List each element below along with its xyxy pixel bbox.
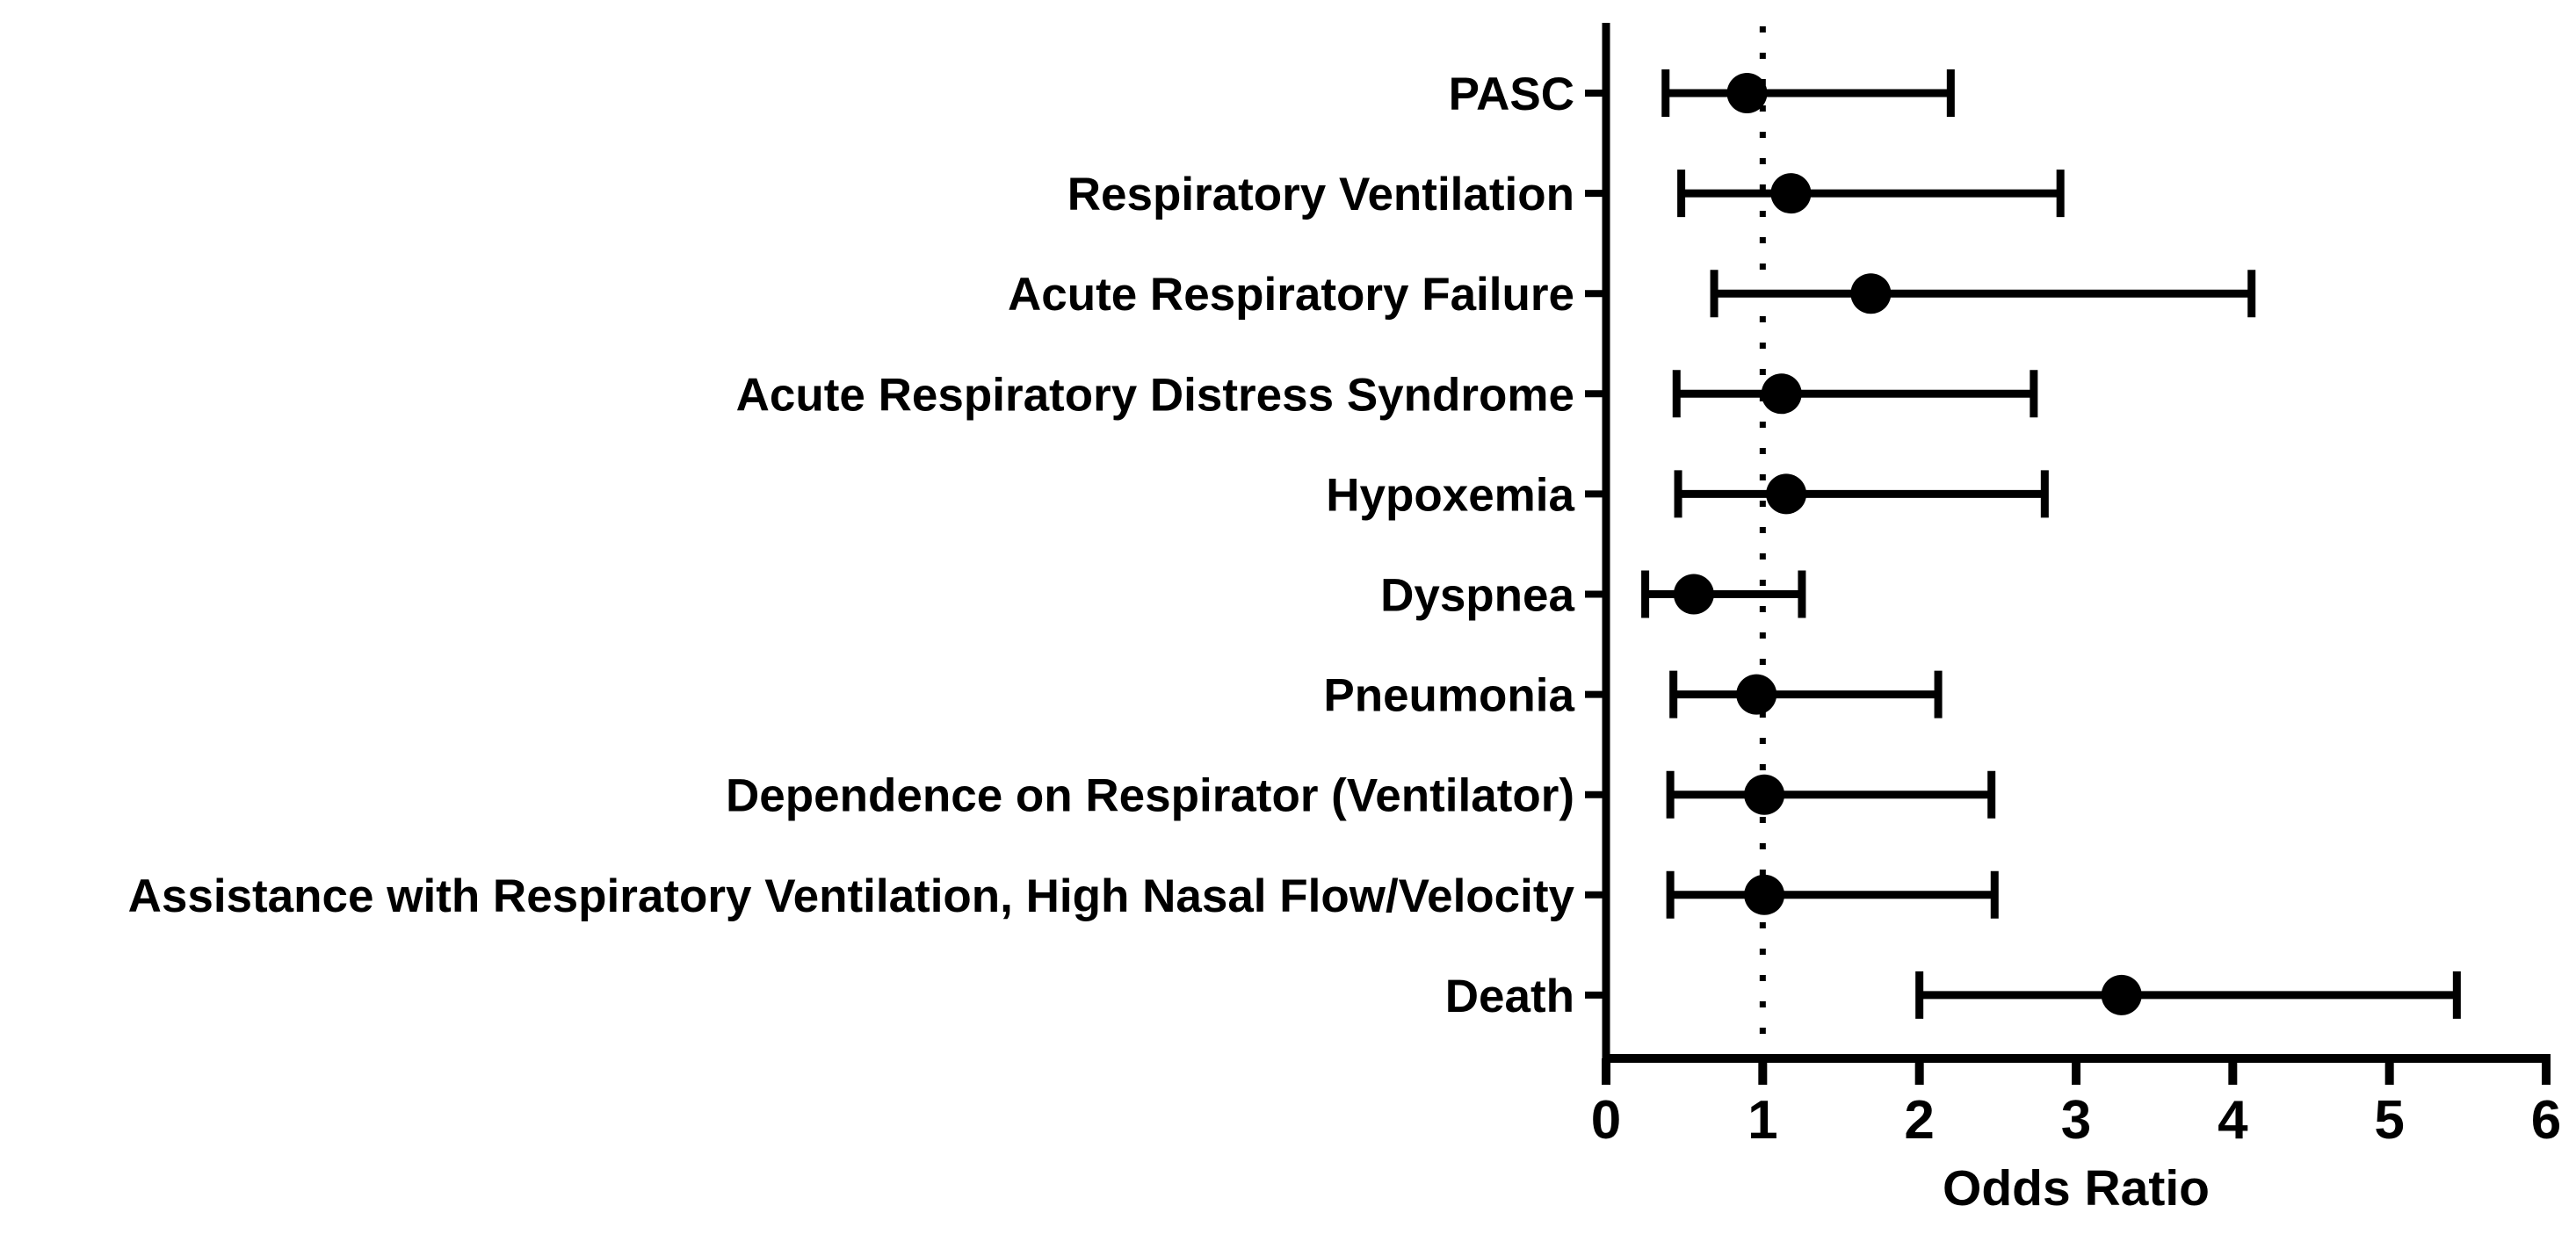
x-tick-label: 2 xyxy=(1904,1090,1934,1151)
point-estimate-marker xyxy=(1770,173,1812,214)
forest-row: Dependence on Respirator (Ventilator) xyxy=(726,770,1996,822)
category-label: Acute Respiratory Distress Syndrome xyxy=(736,369,1574,421)
forest-row: Assistance with Respiratory Ventilation,… xyxy=(128,870,1999,922)
x-axis-title: Odds Ratio xyxy=(1943,1160,2210,1217)
point-estimate-marker xyxy=(1850,273,1892,314)
category-label: Acute Respiratory Failure xyxy=(1008,269,1574,321)
x-tick-label: 3 xyxy=(2061,1090,2091,1151)
category-label: Death xyxy=(1445,971,1574,1022)
x-tick-label: 6 xyxy=(2531,1090,2561,1151)
forest-row: PASC xyxy=(1449,69,1955,120)
category-label: Dependence on Respirator (Ventilator) xyxy=(726,770,1574,822)
x-tick-label: 4 xyxy=(2218,1090,2248,1151)
forest-row: Hypoxemia xyxy=(1326,469,2049,521)
x-tick-label: 5 xyxy=(2374,1090,2404,1151)
forest-row: Acute Respiratory Failure xyxy=(1008,269,2256,321)
category-label: Assistance with Respiratory Ventilation,… xyxy=(128,870,1575,922)
point-estimate-marker xyxy=(1736,674,1777,715)
point-estimate-marker xyxy=(1744,874,1785,915)
x-tick-label: 0 xyxy=(1591,1090,1621,1151)
point-estimate-marker xyxy=(1673,574,1714,615)
point-estimate-marker xyxy=(2101,974,2142,1015)
point-estimate-marker xyxy=(1726,73,1768,113)
x-tick-label: 1 xyxy=(1747,1090,1777,1151)
forest-row: Dyspnea xyxy=(1380,570,1806,622)
category-label: Hypoxemia xyxy=(1326,469,1574,521)
forest-row: Death xyxy=(1445,971,2461,1022)
category-label: Respiratory Ventilation xyxy=(1067,169,1574,220)
forest-row: Respiratory Ventilation xyxy=(1067,169,2065,220)
point-estimate-marker xyxy=(1761,373,1802,415)
forest-row: Acute Respiratory Distress Syndrome xyxy=(736,369,2038,421)
category-label: Pneumonia xyxy=(1323,670,1574,722)
point-estimate-marker xyxy=(1744,774,1785,815)
category-label: PASC xyxy=(1449,69,1574,120)
forest-row: Pneumonia xyxy=(1323,670,1943,722)
point-estimate-marker xyxy=(1766,473,1807,515)
category-label: Dyspnea xyxy=(1380,570,1574,622)
